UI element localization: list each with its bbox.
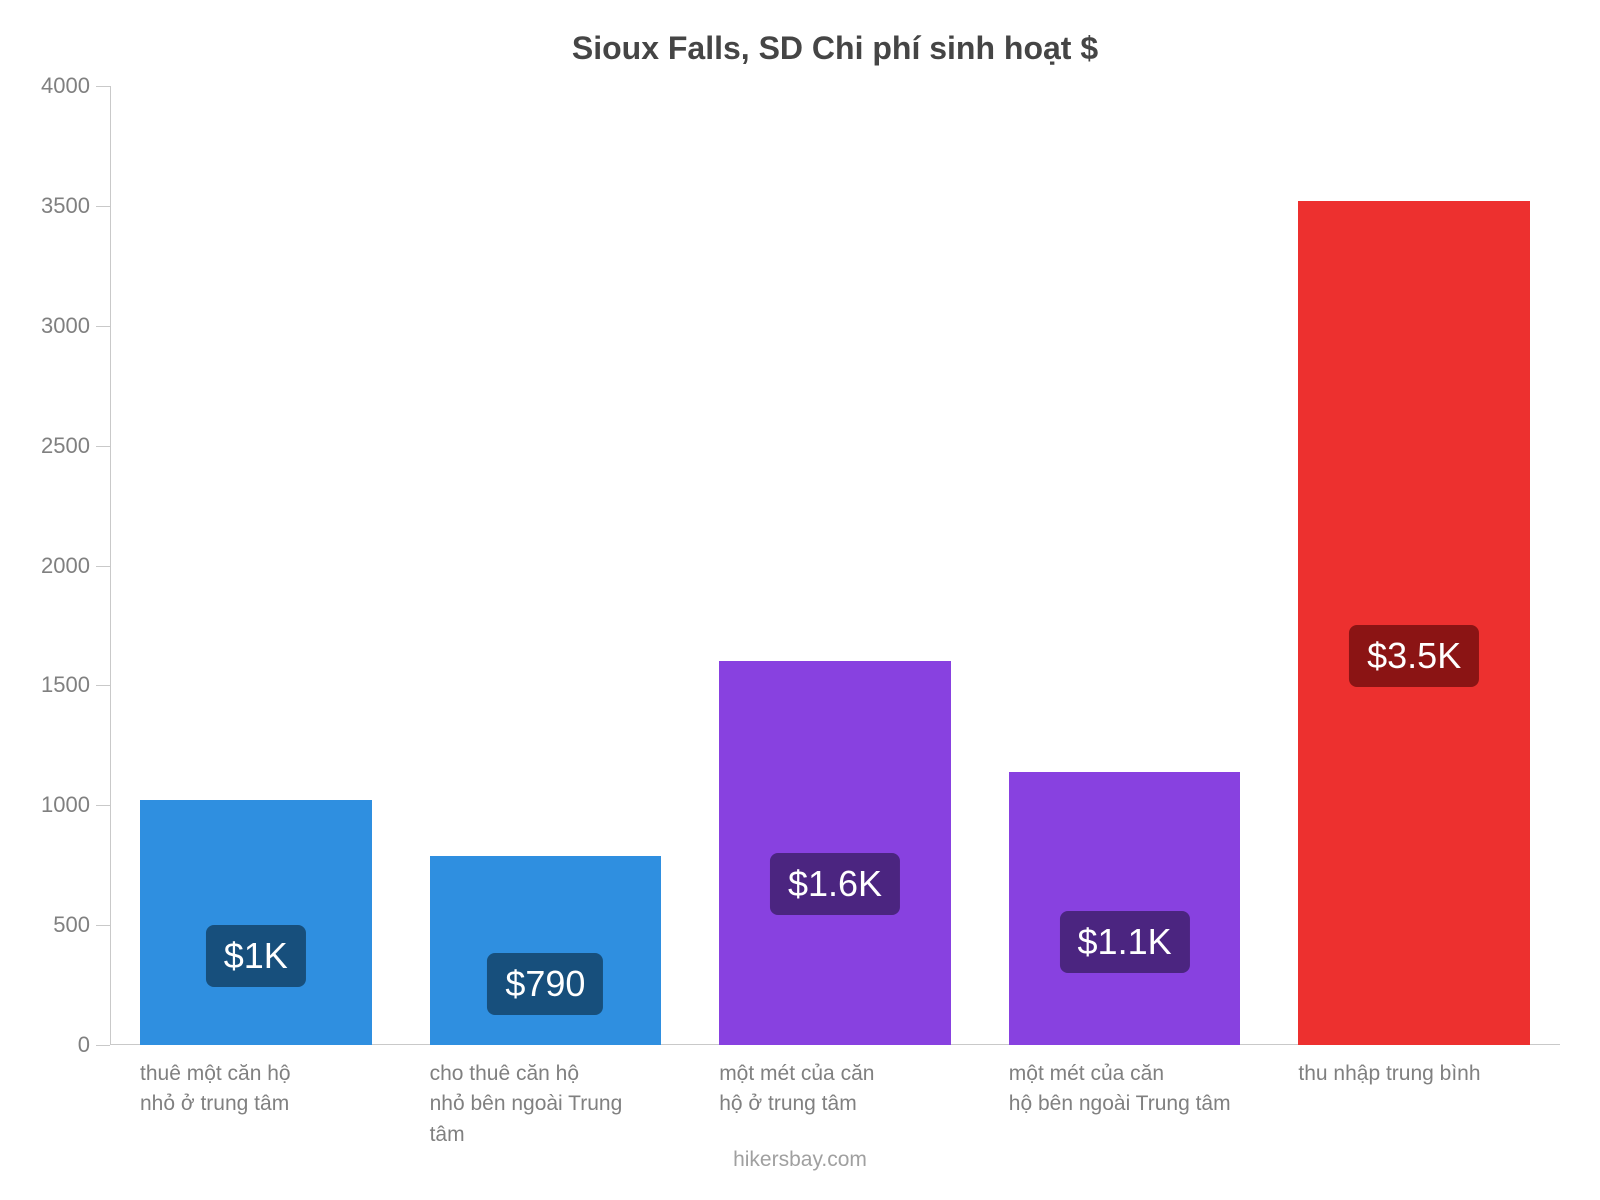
bar [140, 800, 372, 1045]
y-axis-label: 500 [53, 912, 110, 938]
bar [1009, 772, 1241, 1045]
chart-container: Sioux Falls, SD Chi phí sinh hoạt $ $1Kt… [0, 0, 1600, 1200]
x-axis-label: cho thuê căn hộnhỏ bên ngoài Trung tâm [430, 1045, 662, 1150]
bar-value-label: $3.5K [1349, 625, 1479, 687]
y-axis-label: 0 [78, 1032, 110, 1058]
bar-slot: $3.5Kthu nhập trung bình [1298, 86, 1530, 1045]
bar-slot: $1.6Kmột mét của cănhộ ở trung tâm [719, 86, 951, 1045]
chart-footer: hikersbay.com [0, 1148, 1600, 1172]
bar-slot: $1.1Kmột mét của cănhộ bên ngoài Trung t… [1009, 86, 1241, 1045]
x-axis-label: thu nhập trung bình [1298, 1045, 1530, 1089]
x-axis-label: một mét của cănhộ ở trung tâm [719, 1045, 951, 1120]
bars-area: $1Kthuê một căn hộnhỏ ở trung tâm$790cho… [110, 86, 1560, 1045]
bar-slot: $1Kthuê một căn hộnhỏ ở trung tâm [140, 86, 372, 1045]
y-axis-label: 4000 [41, 73, 110, 99]
y-axis-label: 3000 [41, 313, 110, 339]
bar [1298, 201, 1530, 1045]
bar-value-label: $1.6K [770, 853, 900, 915]
plot-area: $1Kthuê một căn hộnhỏ ở trung tâm$790cho… [110, 85, 1560, 1045]
bar-value-label: $790 [487, 953, 603, 1015]
chart-title: Sioux Falls, SD Chi phí sinh hoạt $ [110, 30, 1560, 67]
y-axis-label: 1000 [41, 792, 110, 818]
bar-value-label: $1K [206, 925, 306, 987]
x-axis-label: thuê một căn hộnhỏ ở trung tâm [140, 1045, 372, 1120]
y-axis-label: 2500 [41, 433, 110, 459]
bar [430, 856, 662, 1045]
x-axis-label: một mét của cănhộ bên ngoài Trung tâm [1009, 1045, 1241, 1120]
y-axis-label: 2000 [41, 553, 110, 579]
bar-value-label: $1.1K [1060, 911, 1190, 973]
y-axis-label: 1500 [41, 672, 110, 698]
y-axis-label: 3500 [41, 193, 110, 219]
bar-slot: $790cho thuê căn hộnhỏ bên ngoài Trung t… [430, 86, 662, 1045]
